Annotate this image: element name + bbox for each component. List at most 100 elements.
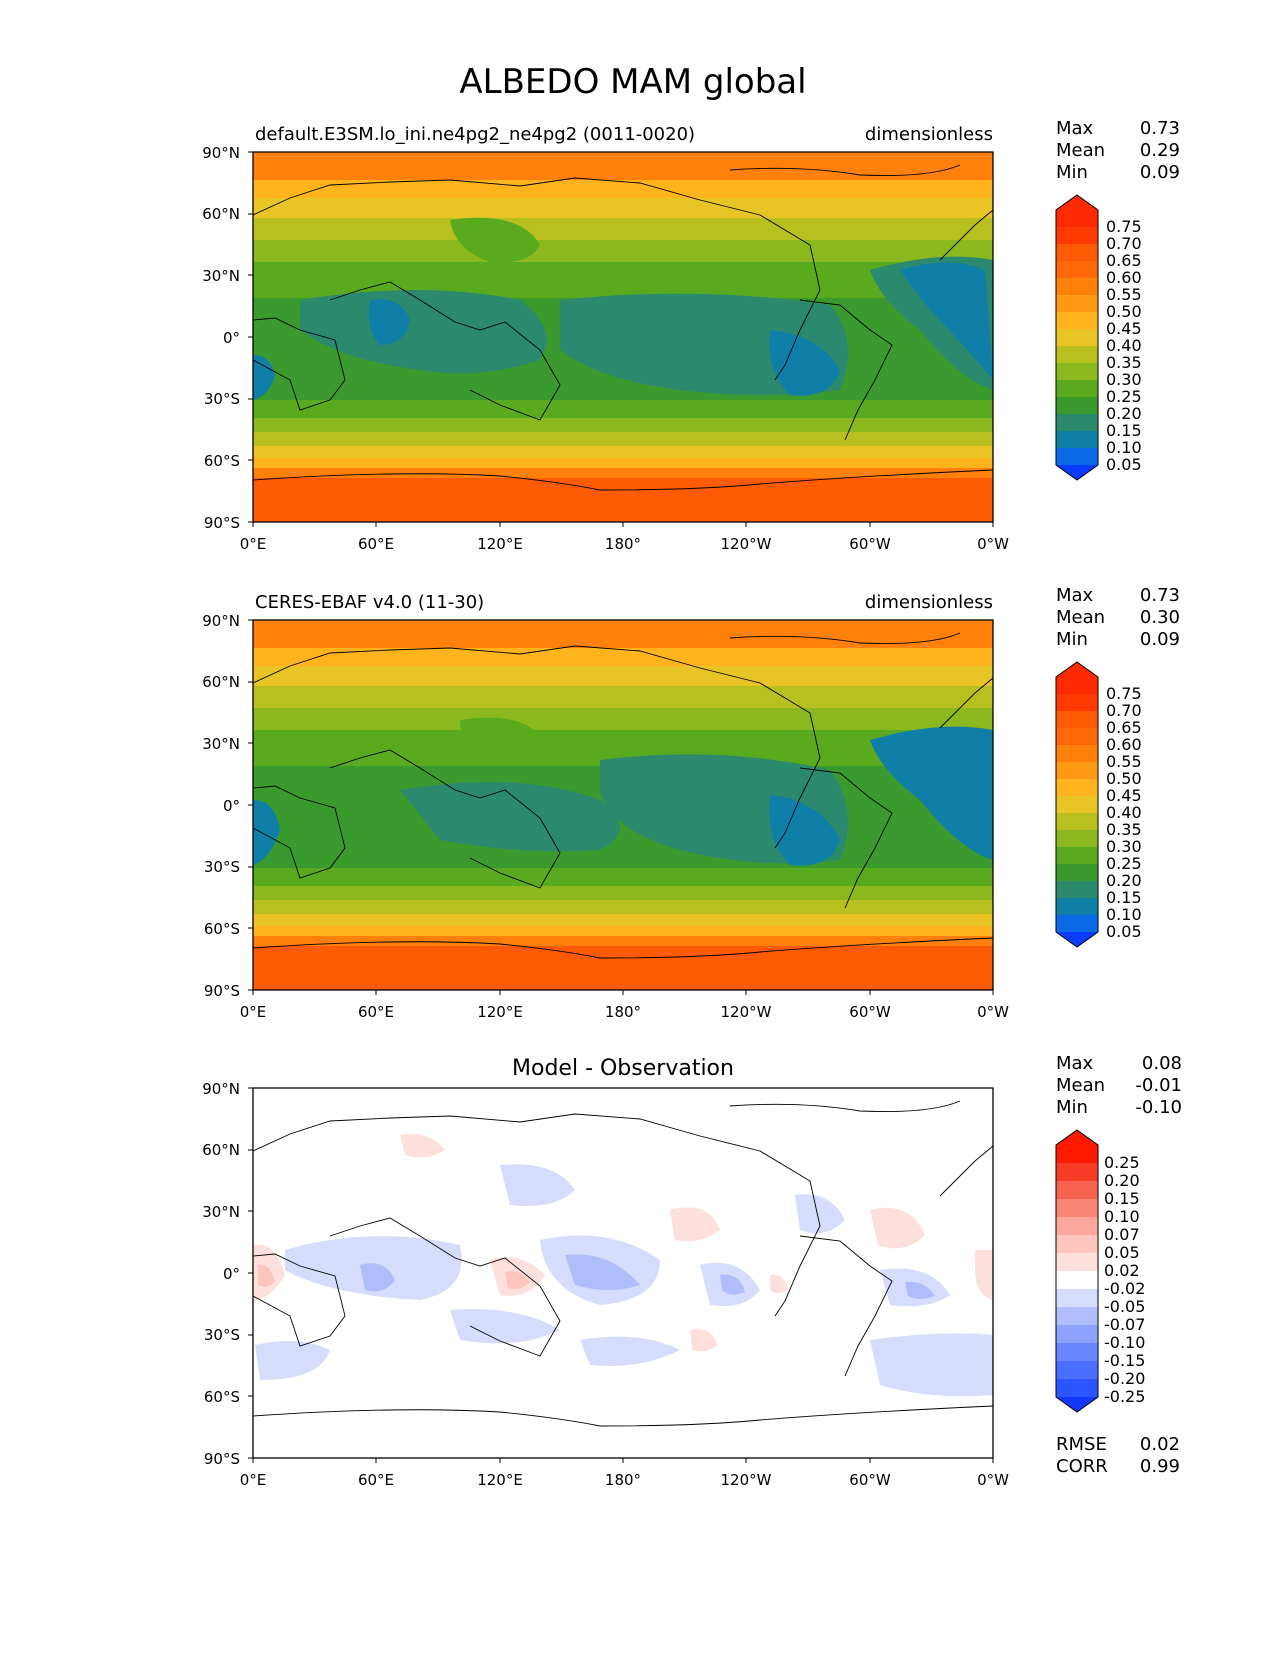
cb-frame xyxy=(1055,661,1099,948)
cb-label: 0.70 xyxy=(1106,234,1142,253)
cb-seg xyxy=(1056,677,1098,694)
stat-value: -0.10 xyxy=(1135,1097,1182,1118)
lat-axis: 90°N 60°N 30°N 0° 30°S 60°S 90°S xyxy=(202,1080,240,1468)
contour-band xyxy=(253,926,993,938)
lat-tick-label: 30°S xyxy=(204,1326,240,1344)
ticks xyxy=(248,151,994,527)
lat-tick-label: 0° xyxy=(223,329,240,347)
stats-block: Max 0.73 Mean 0.30 Min 0.09 xyxy=(1056,585,1180,650)
cb-seg xyxy=(1056,898,1098,915)
cb-label: 0.65 xyxy=(1106,251,1142,270)
stat-label: Mean xyxy=(1056,607,1105,628)
contour-band xyxy=(253,478,993,522)
cb-label: 0.55 xyxy=(1106,752,1142,771)
contour-region xyxy=(720,1274,745,1295)
contour-region xyxy=(900,262,993,380)
cb-label: 0.10 xyxy=(1106,438,1142,457)
stat-label: Min xyxy=(1056,629,1088,650)
cb-frame xyxy=(1055,1129,1099,1413)
lon-tick-label: 120°E xyxy=(477,1471,523,1489)
cb-label: 0.15 xyxy=(1106,421,1142,440)
cb-label: 0.30 xyxy=(1106,837,1142,856)
cb-label: 0.40 xyxy=(1106,803,1142,822)
lat-tick-label: 90°N xyxy=(202,612,240,630)
contour-region xyxy=(769,330,840,396)
cb-label: 0.15 xyxy=(1106,888,1142,907)
lon-tick-label: 180° xyxy=(605,535,641,553)
contour-region xyxy=(769,795,840,866)
cb-seg xyxy=(1056,1271,1098,1289)
contour-band xyxy=(253,886,993,904)
cb-labels: 0.25 0.20 0.15 0.10 0.07 0.05 0.02 -0.02… xyxy=(1104,1153,1145,1406)
cb-seg xyxy=(1056,227,1098,244)
contour-region xyxy=(368,299,410,345)
cb-seg xyxy=(1056,813,1098,830)
colorbar: 0.75 0.70 0.65 0.60 0.55 0.50 0.45 0.40 … xyxy=(1055,661,1142,948)
contour-region xyxy=(360,1263,395,1292)
lon-axis: 0°E 60°E 120°E 180° 120°W 60°W 0°W xyxy=(240,1471,1009,1489)
lat-tick-label: 60°S xyxy=(204,1388,240,1406)
lat-tick-label: 60°S xyxy=(204,452,240,470)
contour-band xyxy=(253,418,993,436)
contour-band xyxy=(253,458,993,470)
cb-seg xyxy=(1056,745,1098,762)
stat-value: 0.02 xyxy=(1140,1434,1180,1455)
cb-label: 0.40 xyxy=(1106,336,1142,355)
cb-seg xyxy=(1056,796,1098,813)
contour-band xyxy=(253,180,993,202)
panel-units: dimensionless xyxy=(865,592,993,613)
cb-extend-top xyxy=(1056,195,1098,210)
contour-band xyxy=(253,446,993,460)
lon-tick-label: 120°W xyxy=(721,535,772,553)
cb-seg xyxy=(1056,779,1098,796)
contour-band xyxy=(253,468,993,480)
cb-label: -0.07 xyxy=(1104,1315,1145,1334)
cb-label: 0.70 xyxy=(1106,701,1142,720)
lon-tick-label: 180° xyxy=(605,1003,641,1021)
cb-seg xyxy=(1056,346,1098,363)
cb-labels: 0.75 0.70 0.65 0.60 0.55 0.50 0.45 0.40 … xyxy=(1106,684,1142,941)
cb-seg xyxy=(1056,1163,1098,1181)
cb-label: 0.75 xyxy=(1106,684,1142,703)
lon-tick-label: 60°W xyxy=(849,1471,891,1489)
stat-value: 0.73 xyxy=(1140,118,1180,139)
cb-seg xyxy=(1056,244,1098,261)
lon-axis: 0°E 60°E 120°E 180° 120°W 60°W 0°W xyxy=(240,535,1009,553)
coastlines xyxy=(253,1100,993,1427)
colorbar: 0.25 0.20 0.15 0.10 0.07 0.05 0.02 -0.02… xyxy=(1055,1129,1145,1413)
cb-seg xyxy=(1056,1307,1098,1325)
cb-seg xyxy=(1056,1325,1098,1343)
cb-seg xyxy=(1056,1379,1098,1397)
cb-frame xyxy=(1055,194,1099,481)
lat-tick-label: 30°S xyxy=(204,858,240,876)
lat-tick-label: 30°N xyxy=(202,735,240,753)
cb-seg xyxy=(1056,830,1098,847)
cb-label: 0.02 xyxy=(1104,1261,1140,1280)
cb-seg xyxy=(1056,864,1098,881)
lat-tick-label: 60°N xyxy=(202,673,240,691)
cb-label: 0.25 xyxy=(1104,1153,1140,1172)
panel-units: dimensionless xyxy=(865,124,993,145)
lat-tick-label: 30°N xyxy=(202,267,240,285)
stat-label: Max xyxy=(1056,118,1094,139)
ticks xyxy=(248,619,994,995)
lon-tick-label: 120°W xyxy=(721,1003,772,1021)
cb-label: 0.20 xyxy=(1104,1171,1140,1190)
cb-label: -0.15 xyxy=(1104,1351,1145,1370)
lon-tick-label: 60°E xyxy=(358,535,394,553)
stat-value: 0.29 xyxy=(1140,140,1180,161)
stat-label: Mean xyxy=(1056,1075,1105,1096)
lat-tick-label: 90°N xyxy=(202,144,240,162)
lat-tick-label: 0° xyxy=(223,1265,240,1283)
stat-value: 0.99 xyxy=(1140,1456,1180,1477)
cb-label: 0.50 xyxy=(1106,769,1142,788)
lat-tick-label: 60°N xyxy=(202,1141,240,1159)
lat-tick-label: 30°N xyxy=(202,1203,240,1221)
cb-seg xyxy=(1056,448,1098,465)
stat-label: Mean xyxy=(1056,140,1105,161)
lon-tick-label: 60°E xyxy=(358,1471,394,1489)
cb-label: -0.25 xyxy=(1104,1387,1145,1406)
contour-region xyxy=(460,717,545,763)
lon-tick-label: 60°W xyxy=(849,535,891,553)
cb-seg xyxy=(1056,414,1098,431)
